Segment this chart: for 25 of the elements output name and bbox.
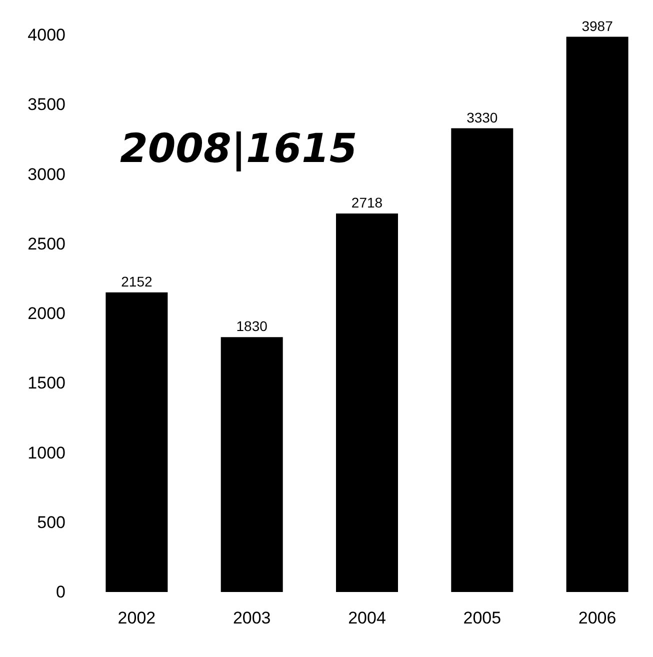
bar [451, 128, 514, 592]
data-label: 2152 [121, 273, 152, 290]
y-tick-label: 1000 [28, 443, 66, 462]
y-tick-label: 4000 [28, 26, 66, 44]
data-label: 1830 [236, 318, 268, 334]
x-tick-label: 2004 [348, 608, 386, 628]
x-tick-label: 2003 [232, 608, 271, 628]
x-tick-label: 2002 [118, 608, 156, 628]
y-tick-label: 3500 [28, 95, 66, 114]
y-tick-label: 500 [37, 512, 66, 532]
data-label: 2718 [351, 194, 383, 211]
y-tick-label: 2000 [28, 304, 66, 323]
y-tick-label: 0 [56, 582, 66, 602]
y-tick-label: 1500 [28, 374, 66, 393]
bar [566, 36, 628, 592]
bar [106, 292, 168, 592]
x-tick-label: 2006 [578, 608, 616, 628]
data-label: 3330 [466, 109, 498, 126]
bar [220, 337, 283, 592]
annotation: 2008|1615 [120, 126, 358, 172]
y-tick-label: 2500 [28, 234, 66, 254]
y-tick-label: 3000 [28, 164, 66, 184]
bar [336, 214, 398, 592]
data-label: 3987 [582, 18, 614, 34]
x-tick-label: 2005 [463, 608, 502, 628]
